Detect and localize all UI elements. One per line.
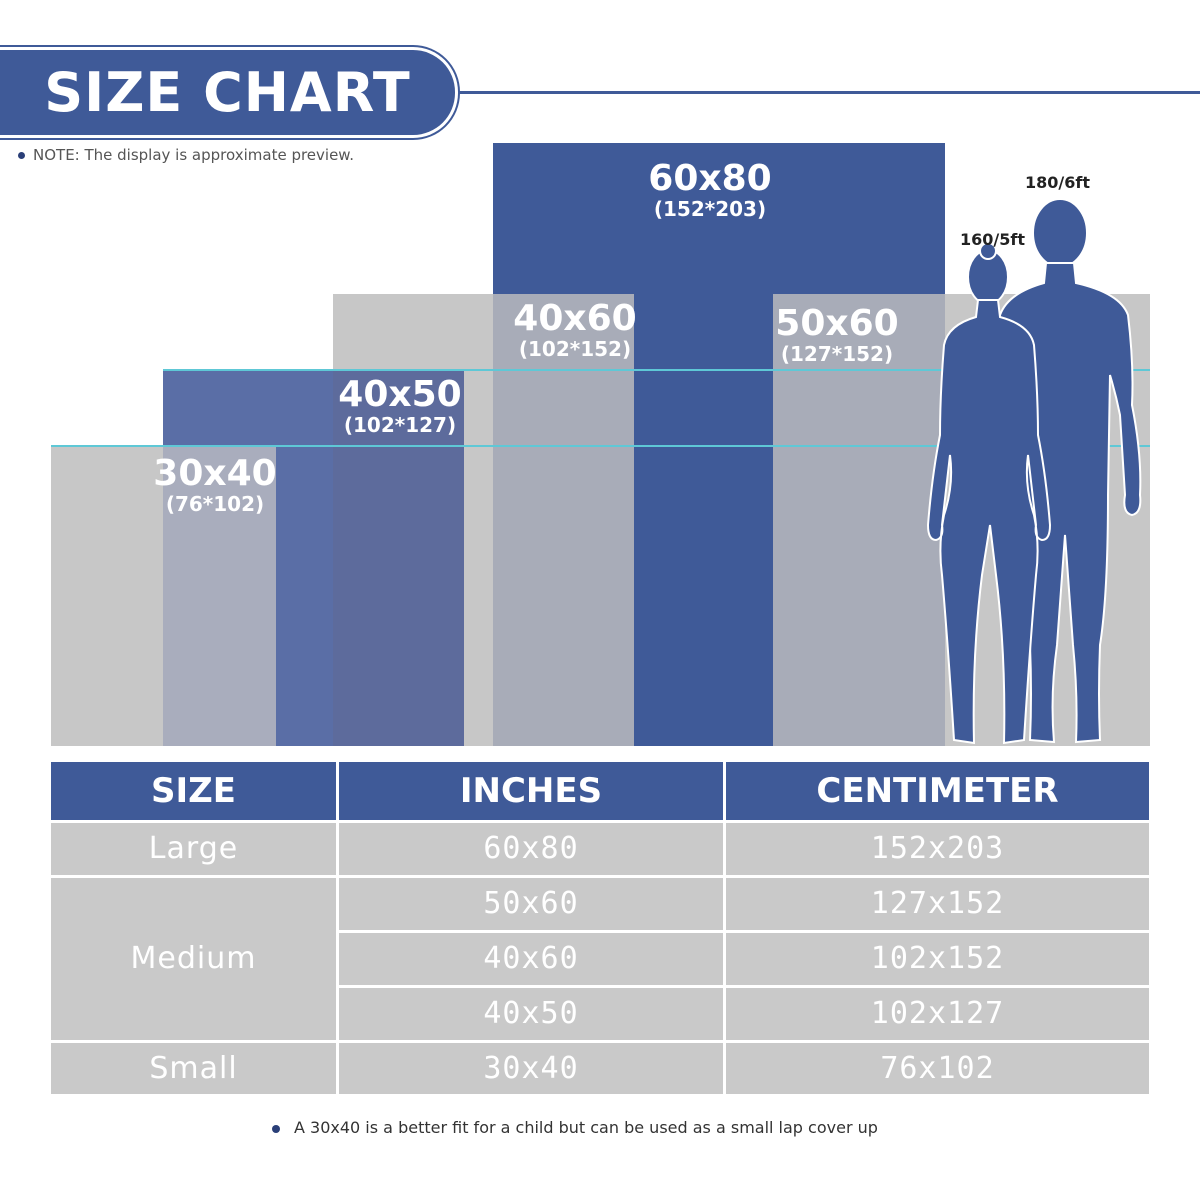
header-inches: INCHES <box>339 762 723 820</box>
footnote: A 30x40 is a better fit for a child but … <box>272 1118 878 1137</box>
row-3-inches: 40x60 <box>339 933 723 985</box>
people-silhouettes-icon <box>926 198 1142 745</box>
label-40x50: 40x50 (102*127) <box>300 374 500 437</box>
preview-note: NOTE: The display is approximate preview… <box>18 146 354 164</box>
woman-silhouette-icon <box>926 242 1052 745</box>
label-40x60-cm: (102*152) <box>518 337 632 361</box>
bullet-icon <box>272 1124 280 1133</box>
group-small: Small <box>51 1043 336 1094</box>
label-40x50-cm: (102*127) <box>343 413 457 437</box>
title-divider <box>458 91 1200 94</box>
row-1-inches: 60x80 <box>339 823 723 875</box>
group-large: Large <box>51 823 336 875</box>
title-banner <box>0 50 455 135</box>
blanket-overlap-30x40 <box>163 446 276 746</box>
label-30x40-inches: 30x40 <box>153 453 277 494</box>
label-40x60: 40x60 (102*152) <box>475 298 675 361</box>
row-2-inches: 50x60 <box>339 878 723 930</box>
reference-line-lower <box>51 445 1150 447</box>
reference-line-upper <box>163 369 1150 371</box>
short-height-label: 160/5ft <box>960 230 1025 249</box>
row-4-inches: 40x50 <box>339 988 723 1040</box>
header-centimeter: CENTIMETER <box>726 762 1149 820</box>
label-40x50-inches: 40x50 <box>338 374 462 415</box>
label-40x60-inches: 40x60 <box>513 298 637 339</box>
label-60x80-cm: (152*203) <box>653 197 767 221</box>
tall-height-label: 180/6ft <box>1025 173 1090 192</box>
footnote-text: A 30x40 is a better fit for a child but … <box>294 1118 878 1137</box>
preview-note-text: NOTE: The display is approximate preview… <box>33 146 354 164</box>
label-50x60: 50x60 (127*152) <box>737 303 937 366</box>
label-50x60-cm: (127*152) <box>780 342 894 366</box>
blanket-overlap-40x50 <box>333 370 464 746</box>
row-2-cm: 127x152 <box>726 878 1149 930</box>
row-5-cm: 76x102 <box>726 1043 1149 1094</box>
label-30x40-cm: (76*102) <box>165 492 265 516</box>
label-30x40: 30x40 (76*102) <box>115 453 315 516</box>
label-60x80: 60x80 (152*203) <box>610 158 810 221</box>
group-medium: Medium <box>51 878 336 1040</box>
page-title: SIZE CHART <box>44 61 411 124</box>
label-50x60-inches: 50x60 <box>775 303 899 344</box>
row-4-cm: 102x127 <box>726 988 1149 1040</box>
label-60x80-inches: 60x80 <box>648 158 772 199</box>
row-1-cm: 152x203 <box>726 823 1149 875</box>
blanket-overlap-40x60 <box>493 294 634 746</box>
row-5-inches: 30x40 <box>339 1043 723 1094</box>
header-size: SIZE <box>51 762 336 820</box>
row-3-cm: 102x152 <box>726 933 1149 985</box>
bullet-icon <box>18 152 25 159</box>
